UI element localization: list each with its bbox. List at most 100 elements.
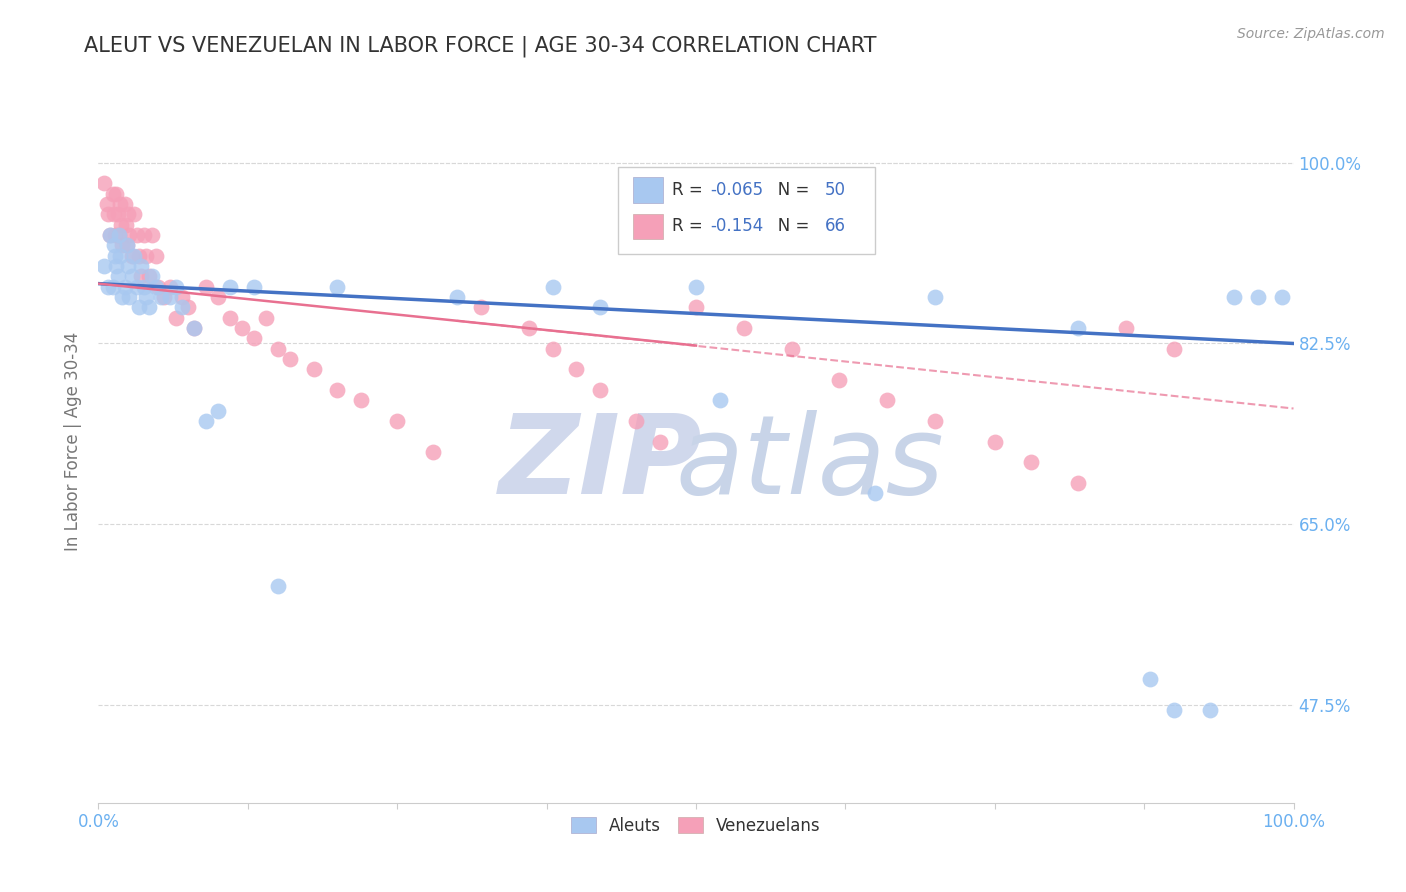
Point bbox=[103, 238, 125, 252]
Point bbox=[131, 259, 153, 273]
Text: 50: 50 bbox=[825, 181, 846, 199]
Text: Source: ZipAtlas.com: Source: ZipAtlas.com bbox=[1237, 27, 1385, 41]
Point bbox=[165, 279, 187, 293]
FancyBboxPatch shape bbox=[633, 213, 662, 239]
Point bbox=[114, 197, 136, 211]
Text: R =: R = bbox=[672, 218, 709, 235]
Point bbox=[107, 228, 129, 243]
Point bbox=[589, 383, 612, 397]
Point bbox=[219, 279, 242, 293]
Point bbox=[103, 207, 125, 221]
Point bbox=[105, 186, 128, 201]
Point bbox=[589, 301, 612, 315]
Y-axis label: In Labor Force | Age 30-34: In Labor Force | Age 30-34 bbox=[65, 332, 83, 551]
Point bbox=[121, 249, 143, 263]
Point bbox=[128, 249, 150, 263]
Point bbox=[101, 186, 124, 201]
Point bbox=[141, 269, 163, 284]
Point bbox=[278, 351, 301, 366]
Point bbox=[93, 259, 115, 273]
Point bbox=[267, 342, 290, 356]
Point bbox=[108, 197, 131, 211]
Point bbox=[138, 269, 160, 284]
Point bbox=[243, 279, 266, 293]
Text: atlas: atlas bbox=[675, 409, 943, 516]
Point bbox=[648, 434, 672, 449]
Text: ALEUT VS VENEZUELAN IN LABOR FORCE | AGE 30-34 CORRELATION CHART: ALEUT VS VENEZUELAN IN LABOR FORCE | AGE… bbox=[84, 36, 877, 57]
Point bbox=[243, 331, 266, 345]
Point bbox=[148, 279, 170, 293]
Point bbox=[108, 249, 131, 263]
Point bbox=[132, 228, 155, 243]
Point bbox=[828, 373, 851, 387]
Point bbox=[1271, 290, 1294, 304]
Point bbox=[565, 362, 588, 376]
Point bbox=[159, 279, 181, 293]
Point bbox=[326, 383, 349, 397]
Point bbox=[114, 279, 136, 293]
Text: ZIP: ZIP bbox=[499, 409, 702, 516]
Point bbox=[124, 207, 146, 221]
Point bbox=[350, 393, 373, 408]
Point bbox=[107, 207, 129, 221]
Point bbox=[183, 321, 205, 335]
Text: R =: R = bbox=[672, 181, 709, 199]
Point bbox=[172, 290, 194, 304]
Point bbox=[153, 290, 176, 304]
Point bbox=[470, 301, 492, 315]
Text: N =: N = bbox=[762, 218, 814, 235]
Point bbox=[207, 290, 229, 304]
Point bbox=[541, 279, 564, 293]
Point bbox=[98, 228, 122, 243]
Point bbox=[517, 321, 540, 335]
Point bbox=[780, 342, 803, 356]
Point bbox=[195, 279, 218, 293]
Point bbox=[924, 290, 946, 304]
Point bbox=[141, 228, 163, 243]
Point bbox=[138, 301, 160, 315]
Point bbox=[115, 238, 138, 252]
Point bbox=[183, 321, 205, 335]
Point bbox=[118, 228, 141, 243]
Point bbox=[1163, 342, 1185, 356]
Point bbox=[1139, 672, 1161, 686]
Point bbox=[1199, 703, 1222, 717]
FancyBboxPatch shape bbox=[633, 178, 662, 202]
Point bbox=[107, 228, 129, 243]
Point bbox=[626, 414, 648, 428]
Point bbox=[865, 486, 887, 500]
Point bbox=[984, 434, 1007, 449]
Point bbox=[96, 197, 118, 211]
Point bbox=[135, 249, 157, 263]
Point bbox=[385, 414, 409, 428]
Point bbox=[685, 279, 707, 293]
FancyBboxPatch shape bbox=[619, 167, 876, 253]
Point bbox=[195, 414, 218, 428]
Point bbox=[1067, 475, 1090, 490]
Point bbox=[93, 177, 115, 191]
Point bbox=[207, 403, 229, 417]
Point bbox=[107, 269, 129, 284]
Point bbox=[219, 310, 242, 325]
Text: N =: N = bbox=[762, 181, 814, 199]
Text: -0.154: -0.154 bbox=[710, 218, 763, 235]
Point bbox=[1019, 455, 1042, 469]
Point bbox=[876, 393, 898, 408]
Point bbox=[117, 207, 139, 221]
Point bbox=[98, 228, 122, 243]
Point bbox=[1115, 321, 1137, 335]
Point bbox=[125, 279, 148, 293]
Point bbox=[1067, 321, 1090, 335]
Point bbox=[177, 301, 200, 315]
Point bbox=[326, 279, 349, 293]
Point bbox=[267, 579, 290, 593]
Point bbox=[145, 249, 167, 263]
Point bbox=[131, 269, 153, 284]
Text: 66: 66 bbox=[825, 218, 846, 235]
Point bbox=[121, 269, 143, 284]
Point bbox=[111, 238, 134, 252]
Point bbox=[104, 228, 127, 243]
Point bbox=[1247, 290, 1270, 304]
Point bbox=[685, 301, 707, 315]
Text: -0.065: -0.065 bbox=[710, 181, 763, 199]
